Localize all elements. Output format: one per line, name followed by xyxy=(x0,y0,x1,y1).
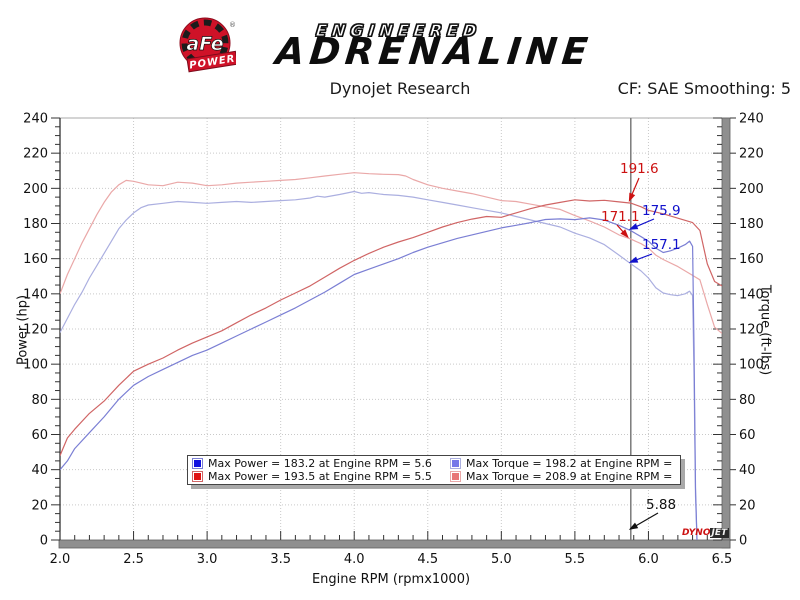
svg-text:160: 160 xyxy=(23,252,48,267)
svg-text:80: 80 xyxy=(739,393,756,408)
annotation-191-6: 191.6 xyxy=(620,161,659,177)
svg-text:3.0: 3.0 xyxy=(197,552,218,567)
dynojet-logo-part2: JET xyxy=(710,528,730,538)
svg-text:20: 20 xyxy=(31,498,48,513)
legend-entry-max-power-blue: Max Power = 183.2 at Engine RPM = 5.6 xyxy=(192,457,450,470)
right-axis-bar xyxy=(721,117,731,549)
svg-text:220: 220 xyxy=(23,147,48,162)
svg-text:4.5: 4.5 xyxy=(417,552,438,567)
svg-text:140: 140 xyxy=(739,287,764,302)
x-axis-label: Engine RPM (rpmx1000) xyxy=(311,572,471,587)
annotation-arrows xyxy=(616,177,659,530)
svg-text:80: 80 xyxy=(31,393,48,408)
svg-text:40: 40 xyxy=(31,463,48,478)
legend-label: Max Torque = 198.2 at Engine RPM = 4.0 xyxy=(466,457,676,470)
legend-swatch-torque-blue xyxy=(450,458,461,469)
legend-label: Max Torque = 208.9 at Engine RPM = 4.0 xyxy=(466,470,676,483)
series-curves xyxy=(60,172,722,540)
svg-text:220: 220 xyxy=(739,147,764,162)
afe-reg-mark: ® xyxy=(229,21,236,29)
legend-entry-max-torque-red: Max Torque = 208.9 at Engine RPM = 4.0 xyxy=(450,470,676,483)
svg-text:40: 40 xyxy=(739,463,756,478)
smoothing-label: CF: SAE Smoothing: 5 xyxy=(617,79,791,98)
dynojet-logo-part1: DYNO xyxy=(682,528,711,538)
dynojet-logo: DYNOJET xyxy=(682,528,730,539)
svg-text:120: 120 xyxy=(23,323,48,338)
afe-badge-text: aFe xyxy=(186,33,223,55)
legend-entry-max-power-red: Max Power = 193.5 at Engine RPM = 5.5 xyxy=(192,470,450,483)
svg-text:180: 180 xyxy=(23,217,48,232)
y-axis-label-torque: Torque (ft-lbs) xyxy=(757,284,773,376)
legend-label: Max Power = 193.5 at Engine RPM = 5.5 xyxy=(208,470,432,483)
curve-torque-blue xyxy=(60,190,698,540)
y-axis-label-power: Power (hp) xyxy=(15,294,31,366)
curve-power-blue xyxy=(60,217,698,540)
legend-swatch-torque-red xyxy=(450,471,461,482)
legend-entry-max-torque-blue: Max Torque = 198.2 at Engine RPM = 4.0 xyxy=(450,457,676,470)
svg-text:2.5: 2.5 xyxy=(123,552,144,567)
svg-text:180: 180 xyxy=(739,217,764,232)
svg-text:160: 160 xyxy=(739,252,764,267)
axis-ticks xyxy=(51,117,736,541)
legend-swatch-power-blue xyxy=(192,458,203,469)
svg-text:6.0: 6.0 xyxy=(638,552,659,567)
afe-power-badge: aFe ® POWER xyxy=(178,16,239,76)
svg-text:100: 100 xyxy=(23,358,48,373)
svg-text:4.0: 4.0 xyxy=(344,552,365,567)
annotation-5-88: 5.88 xyxy=(646,497,677,513)
annotation-171-1: 171.1 xyxy=(601,209,640,225)
svg-text:5.0: 5.0 xyxy=(491,552,512,567)
curve-power-red xyxy=(60,199,722,456)
curve-torque-red xyxy=(60,172,722,334)
svg-text:120: 120 xyxy=(739,323,764,338)
legend-label: Max Power = 183.2 at Engine RPM = 5.6 xyxy=(208,457,432,470)
svg-text:0: 0 xyxy=(40,534,48,549)
svg-text:0: 0 xyxy=(739,534,747,549)
svg-text:6.5: 6.5 xyxy=(712,552,733,567)
chart-title: Dynojet Research xyxy=(329,79,471,98)
svg-text:3.5: 3.5 xyxy=(270,552,291,567)
svg-text:240: 240 xyxy=(739,112,764,127)
bottom-axis-bar xyxy=(58,539,731,549)
svg-text:200: 200 xyxy=(739,182,764,197)
svg-text:140: 140 xyxy=(23,287,48,302)
annotation-157-1: 157.1 xyxy=(642,237,681,253)
svg-text:60: 60 xyxy=(31,428,48,443)
svg-text:60: 60 xyxy=(739,428,756,443)
svg-text:2.0: 2.0 xyxy=(50,552,71,567)
axis-tick-labels: 0 0 20 20 40 40 60 60 80 80 100 100 120 120 140 140 160 1… xyxy=(23,112,764,568)
annotation-175-9: 175.9 xyxy=(642,203,681,219)
legend-swatch-power-red xyxy=(192,471,203,482)
afe-power-logo-icon: aFe ® POWER xyxy=(179,17,239,73)
svg-text:240: 240 xyxy=(23,112,48,127)
svg-text:200: 200 xyxy=(23,182,48,197)
svg-text:100: 100 xyxy=(739,358,764,373)
legend: Max Power = 183.2 at Engine RPM = 5.6 Ma… xyxy=(187,455,681,485)
svg-text:20: 20 xyxy=(739,498,756,513)
svg-text:5.5: 5.5 xyxy=(565,552,586,567)
